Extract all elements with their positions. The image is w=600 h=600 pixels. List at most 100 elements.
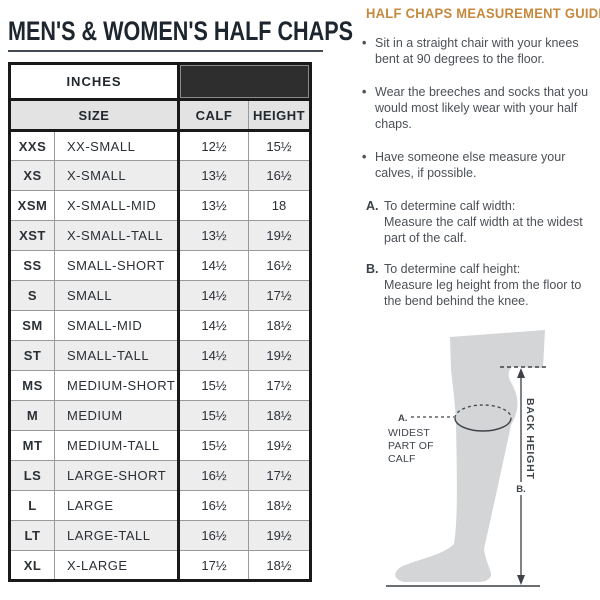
height-value: 17½ xyxy=(248,460,311,491)
height-value: 19½ xyxy=(248,430,311,461)
table-row: ST SMALL-TALL 14½ 19½ xyxy=(9,340,311,371)
step-body: Measure leg height from the floor to the… xyxy=(384,278,582,308)
size-name: X-LARGE xyxy=(54,550,180,581)
table-row: SM SMALL-MID 14½ 18½ xyxy=(9,310,311,341)
size-code: XL xyxy=(9,550,55,581)
size-name: X-SMALL-TALL xyxy=(54,220,180,251)
size-name: X-SMALL xyxy=(54,160,180,191)
size-name: SMALL xyxy=(54,280,180,311)
height-value: 17½ xyxy=(248,370,311,401)
step-body: Measure the calf width at the widest par… xyxy=(384,215,583,245)
size-code: SM xyxy=(9,310,55,341)
step-text: To determine calf width: Measure the cal… xyxy=(384,198,596,246)
bullet-icon: • xyxy=(362,150,367,164)
table-row: LT LARGE-TALL 16½ 19½ xyxy=(9,520,311,551)
col-header-calf: CALF xyxy=(178,99,249,132)
calf-value: 14½ xyxy=(178,310,249,341)
guide-bullet: • Wear the breeches and socks that you w… xyxy=(362,84,596,132)
guide-bullet: • Have someone else measure your calves,… xyxy=(362,149,596,181)
calf-value: 12½ xyxy=(178,130,249,161)
table-row: LS LARGE-SHORT 16½ 17½ xyxy=(9,460,311,491)
size-code: MT xyxy=(9,430,55,461)
page-title: MEN'S & WOMEN'S HALF CHAPS xyxy=(8,16,354,46)
guide-steps: A. To determine calf width: Measure the … xyxy=(366,198,596,309)
height-value: 18½ xyxy=(248,310,311,341)
calf-value: 13½ xyxy=(178,220,249,251)
b-label: B. xyxy=(516,484,526,495)
col-header-size: SIZE xyxy=(9,99,180,132)
calf-value: 14½ xyxy=(178,340,249,371)
col-header-height: HEIGHT xyxy=(248,99,311,132)
table-row: MT MEDIUM-TALL 15½ 19½ xyxy=(9,430,311,461)
size-code: SS xyxy=(9,250,55,281)
size-code: L xyxy=(9,490,55,521)
bullet-text: Sit in a straight chair with your knees … xyxy=(375,36,579,66)
height-value: 16½ xyxy=(248,160,311,191)
height-value: 18 xyxy=(248,190,311,221)
height-value: 19½ xyxy=(248,220,311,251)
calf-value: 15½ xyxy=(178,370,249,401)
measurement-guide: HALF CHAPS MEASUREMENT GUIDE • Sit in a … xyxy=(362,6,600,324)
guide-heading: HALF CHAPS MEASUREMENT GUIDE xyxy=(366,6,600,21)
units-header: INCHES xyxy=(8,62,180,101)
size-code: XS xyxy=(9,160,55,191)
calf-value: 15½ xyxy=(178,400,249,431)
height-value: 18½ xyxy=(248,490,311,521)
size-name: LARGE xyxy=(54,490,180,521)
table-row: XSM X-SMALL-MID 13½ 18 xyxy=(9,190,311,221)
table-row: SS SMALL-SHORT 14½ 16½ xyxy=(9,250,311,281)
height-value: 17½ xyxy=(248,280,311,311)
size-name: SMALL-TALL xyxy=(54,340,180,371)
step-letter: A. xyxy=(366,199,379,213)
size-name: SMALL-MID xyxy=(54,310,180,341)
units-header-row: INCHES xyxy=(8,62,312,101)
size-code: XSM xyxy=(9,190,55,221)
calf-value: 15½ xyxy=(178,430,249,461)
arrow-up-icon xyxy=(517,368,525,378)
step-title: To determine calf height: xyxy=(384,262,521,276)
size-code: LS xyxy=(9,460,55,491)
size-code: ST xyxy=(9,340,55,371)
calf-value: 16½ xyxy=(178,460,249,491)
calf-value: 17½ xyxy=(178,550,249,581)
size-name: MEDIUM xyxy=(54,400,180,431)
back-height-label: BACK HEIGHT xyxy=(524,398,536,480)
leg-measurement-diagram: B. BACK HEIGHT A. WIDEST PART OF CALF xyxy=(370,328,600,600)
calf-value: 16½ xyxy=(178,490,249,521)
a-label: A. xyxy=(398,413,408,424)
table-row: MS MEDIUM-SHORT 15½ 17½ xyxy=(9,370,311,401)
units-header-spacer xyxy=(177,62,312,101)
table-row: XL X-LARGE 17½ 18½ xyxy=(9,550,311,581)
size-code: MS xyxy=(9,370,55,401)
widest-part-label: WIDEST PART OF CALF xyxy=(388,427,434,465)
size-code: M xyxy=(9,400,55,431)
bullet-icon: • xyxy=(362,85,367,99)
bullet-text: Wear the breeches and socks that you wou… xyxy=(375,85,589,131)
step-text: To determine calf height: Measure leg he… xyxy=(384,261,596,309)
size-name: LARGE-TALL xyxy=(54,520,180,551)
height-value: 18½ xyxy=(248,400,311,431)
step-letter: B. xyxy=(366,262,379,276)
height-value: 19½ xyxy=(248,520,311,551)
arrow-down-icon xyxy=(517,575,525,585)
size-code: XXS xyxy=(9,130,55,161)
size-name: MEDIUM-SHORT xyxy=(54,370,180,401)
title-underline xyxy=(8,50,323,52)
size-name: X-SMALL-MID xyxy=(54,190,180,221)
bullet-icon: • xyxy=(362,36,367,50)
size-name: SMALL-SHORT xyxy=(54,250,180,281)
size-code: LT xyxy=(9,520,55,551)
height-value: 15½ xyxy=(248,130,311,161)
bullet-text: Have someone else measure your calves, i… xyxy=(375,150,566,180)
guide-step-a: A. To determine calf width: Measure the … xyxy=(366,198,596,246)
leg-silhouette xyxy=(395,330,545,582)
leg-diagram-svg: B. BACK HEIGHT A. xyxy=(386,330,546,587)
height-value: 19½ xyxy=(248,340,311,371)
column-header-row: SIZE CALF HEIGHT xyxy=(9,99,311,132)
table-row: L LARGE 16½ 18½ xyxy=(9,490,311,521)
table-row: XST X-SMALL-TALL 13½ 19½ xyxy=(9,220,311,251)
size-code: S xyxy=(9,280,55,311)
size-name: MEDIUM-TALL xyxy=(54,430,180,461)
table-row: S SMALL 14½ 17½ xyxy=(9,280,311,311)
guide-bullet: • Sit in a straight chair with your knee… xyxy=(362,35,596,67)
